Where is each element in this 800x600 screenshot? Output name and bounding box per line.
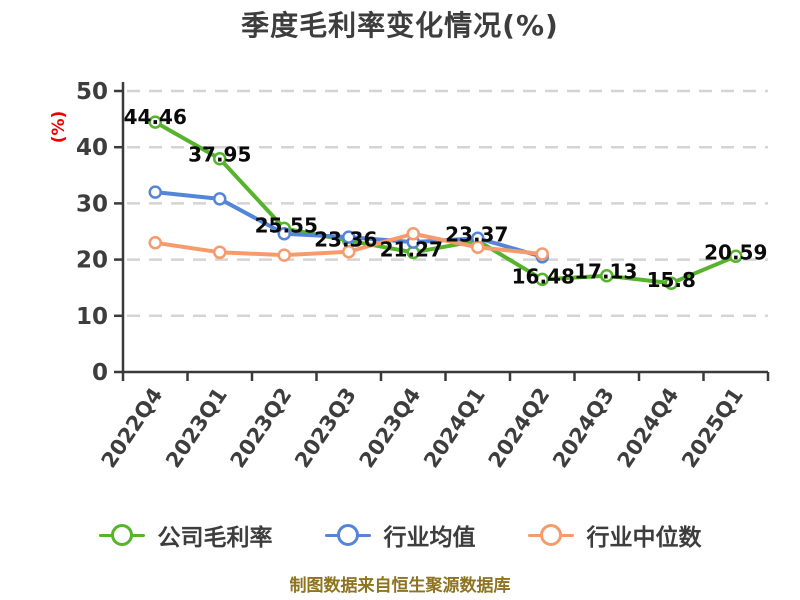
data-label: 37.95 — [188, 143, 251, 167]
data-label: 44.46 — [124, 105, 187, 129]
data-label: 23.37 — [445, 223, 508, 247]
series-2-point-6 — [535, 247, 549, 261]
series-1-point-3 — [342, 230, 356, 244]
legend-label: 行业中位数 — [586, 525, 702, 551]
y-tick-label: 30 — [76, 191, 108, 217]
series-0-point-1 — [213, 151, 227, 166]
data-label: 16.48 — [512, 264, 575, 288]
x-tick-label: 2024Q3 — [548, 383, 619, 472]
series-1-point-2 — [277, 226, 291, 241]
x-tick-label: 2023Q4 — [355, 383, 426, 472]
data-label: 21.27 — [380, 237, 443, 261]
x-tick-label: 2022Q4 — [97, 383, 168, 472]
legend-line-marker-blue-icon — [324, 522, 371, 548]
circle-marker-icon — [110, 524, 133, 546]
data-label: 25.55 — [255, 213, 318, 237]
legend-line-marker-orange-icon — [527, 522, 574, 548]
y-tick-label: 10 — [76, 304, 108, 330]
y-tick-label: 50 — [76, 79, 108, 105]
x-tick-label: 2023Q2 — [226, 383, 297, 472]
legend-item-company-margin: 公司毛利率 — [98, 518, 273, 552]
series-2-point-5 — [471, 240, 485, 254]
legend-item-industry-median: 行业中位数 — [527, 518, 702, 552]
x-tick-label: 2023Q3 — [290, 383, 361, 472]
series-line-0 — [153, 120, 738, 286]
data-label: 20.59 — [704, 240, 767, 264]
y-tick-label: 0 — [92, 360, 108, 386]
circle-marker-icon — [336, 524, 359, 546]
circle-marker-icon — [539, 524, 562, 546]
series-0-point-7 — [600, 268, 614, 283]
legend-item-industry-mean: 行业均值 — [324, 518, 476, 552]
y-tick-label: 40 — [76, 135, 108, 161]
series-1-point-0 — [148, 185, 162, 199]
legend-label: 公司毛利率 — [157, 525, 273, 551]
chart-title: 季度毛利率变化情况(%) — [241, 9, 559, 42]
series-2-point-0 — [148, 235, 162, 250]
x-tick-label: 2025Q1 — [677, 383, 748, 472]
source-note: 制图数据来自恒生聚源数据库 — [289, 576, 511, 596]
x-tick-label: 2023Q1 — [161, 383, 232, 472]
x-tick-label: 2024Q4 — [613, 383, 684, 472]
series-0-point-8 — [664, 276, 678, 290]
series-2-point-3 — [342, 244, 356, 259]
series-0-point-9 — [729, 249, 743, 264]
series-2-point-4 — [406, 226, 420, 241]
legend: 公司毛利率 行业均值 行业中位数 — [0, 518, 800, 552]
legend-line-marker-green-icon — [98, 522, 145, 548]
data-label: 17.13 — [574, 260, 637, 284]
legend-label: 行业均值 — [383, 525, 476, 551]
series-2-point-2 — [277, 248, 291, 262]
x-tick-label: 2024Q1 — [419, 383, 490, 472]
series-0-point-6 — [535, 272, 549, 287]
y-tick-label: 20 — [76, 248, 108, 274]
series-0-point-0 — [148, 115, 162, 129]
x-tick-label: 2024Q2 — [484, 383, 555, 472]
series-2-point-1 — [213, 245, 227, 260]
data-label: 23.36 — [314, 228, 377, 252]
series-1-point-1 — [213, 192, 227, 206]
data-label: 15.8 — [647, 268, 696, 292]
